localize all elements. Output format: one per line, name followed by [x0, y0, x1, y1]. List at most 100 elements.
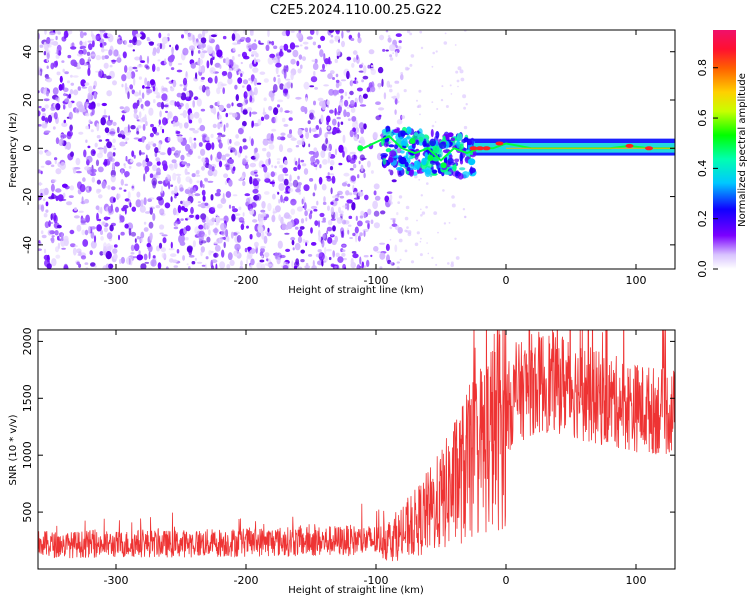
spectrogram-noise-cell	[225, 122, 229, 128]
spectrogram-noise-cell	[240, 223, 245, 230]
spectrogram-peak	[440, 162, 447, 169]
spectrogram-noise-cell	[133, 137, 140, 140]
spectrogram-noise-cell	[378, 107, 385, 111]
spectrogram-noise-cell	[124, 223, 129, 229]
spectrogram-signal-cell	[394, 144, 399, 150]
spectrogram-noise-cell	[74, 207, 77, 211]
spectrogram-noise-cell	[225, 164, 230, 171]
spectrogram-noise-cell	[275, 65, 279, 75]
spectrogram-noise-cell	[70, 46, 77, 50]
spectrogram-noise-cell	[341, 40, 345, 48]
spectrogram-noise-cell	[159, 43, 163, 50]
spectrogram-noise-cell	[367, 208, 372, 215]
spectrogram-noise-cell	[242, 109, 248, 115]
spectrogram-noise-cell	[404, 216, 409, 221]
spectrogram-noise-cell	[38, 195, 42, 201]
spectrogram-noise-cell	[167, 33, 170, 37]
spectrogram-noise-cell	[368, 82, 373, 88]
spectrogram-noise-cell	[196, 261, 203, 264]
spectrogram-noise-cell	[68, 195, 74, 199]
spectrogram-noise-cell	[129, 39, 133, 44]
spectrogram-noise-cell	[204, 177, 208, 182]
spectrogram-noise-cell	[303, 184, 310, 192]
spectrogram-noise-cell	[295, 226, 299, 230]
spectrogram-noise-cell	[140, 103, 144, 109]
spectrogram-noise-cell	[112, 121, 117, 126]
spectrogram-signal-cell	[416, 163, 420, 171]
spectrogram-noise-cell	[343, 109, 347, 118]
spectrogram-noise-cell	[359, 232, 363, 237]
spectrogram-x-tick-label: -200	[234, 274, 259, 287]
spectrogram-noise-cell	[379, 242, 386, 245]
spectrogram-noise-cell	[124, 206, 127, 215]
spectrogram-noise-cell	[220, 83, 227, 87]
spectrogram-noise-cell	[303, 81, 310, 90]
spectrogram-noise-cell	[249, 95, 253, 103]
spectrogram-noise-cell	[455, 256, 460, 260]
spectrogram-noise-cell	[53, 112, 58, 120]
spectrogram-noise-cell	[282, 265, 289, 269]
spectrogram-noise-cell	[75, 157, 81, 166]
spectrogram-noise-cell	[121, 207, 126, 212]
spectrogram-noise-cell	[332, 225, 336, 232]
spectrogram-noise-cell	[396, 92, 400, 100]
spectrogram-noise-cell	[289, 42, 296, 50]
spectrogram-noise-cell	[118, 234, 120, 241]
spectrogram-noise-cell	[219, 218, 225, 221]
spectrogram-signal-cell	[459, 152, 463, 162]
spectrogram-noise-cell	[336, 116, 341, 120]
spectrogram-noise-cell	[114, 161, 120, 167]
spectrogram-noise-cell	[212, 50, 216, 57]
spectrogram-noise-cell	[117, 193, 121, 199]
spectrogram-noise-cell	[392, 52, 395, 55]
spectrogram-noise-cell	[338, 162, 343, 166]
spectrogram-noise-cell	[378, 114, 382, 118]
spectrogram-noise-cell	[389, 201, 393, 205]
spectrogram-noise-cell	[40, 204, 45, 212]
spectrogram-noise-cell	[210, 57, 213, 66]
spectrogram-noise-cell	[251, 43, 258, 51]
spectrogram-noise-cell	[267, 141, 274, 144]
spectrogram-y-tick-label: -20	[21, 188, 34, 206]
spectrogram-noise-cell	[389, 54, 393, 58]
spectrogram-noise-cell	[357, 32, 361, 39]
spectrogram-noise-cell	[161, 252, 167, 259]
spectrogram-noise-cell	[350, 262, 356, 269]
spectrogram-noise-cell	[391, 223, 398, 227]
spectrogram-noise-cell	[228, 158, 234, 164]
spectrogram-noise-cell	[44, 30, 47, 35]
spectrogram-noise-cell	[199, 124, 206, 132]
spectrogram-noise-cell	[244, 193, 251, 197]
spectrogram-noise-cell	[460, 77, 465, 82]
spectrogram-noise-cell	[347, 229, 350, 235]
spectrogram-noise-cell	[342, 134, 346, 144]
spectrogram-noise-cell	[305, 131, 310, 140]
spectrogram-heatmap	[38, 30, 675, 269]
spectrogram-noise-cell	[267, 263, 273, 267]
spectrogram-noise-cell	[234, 141, 241, 146]
spectrogram-noise-cell	[176, 249, 180, 254]
spectrogram-noise-cell	[125, 141, 128, 144]
spectrogram-noise-cell	[147, 141, 151, 147]
spectrogram-noise-cell	[397, 227, 403, 234]
spectrogram-noise-cell	[327, 236, 333, 244]
spectrogram-noise-cell	[316, 133, 320, 138]
spectrogram-noise-cell	[176, 92, 182, 98]
spectrogram-noise-cell	[346, 56, 352, 61]
spectrogram-noise-cell	[218, 104, 225, 112]
spectrogram-noise-cell	[266, 258, 269, 262]
spectrogram-noise-cell	[454, 237, 457, 240]
spectrogram-noise-cell	[108, 49, 113, 56]
spectrogram-noise-cell	[77, 86, 82, 91]
spectrogram-noise-cell	[310, 227, 313, 234]
spectrogram-noise-cell	[162, 87, 168, 92]
spectrogram-signal-cell	[459, 167, 466, 171]
spectrogram-noise-cell	[193, 96, 199, 101]
spectrogram-noise-cell	[288, 117, 293, 121]
spectrogram-signal-cell	[387, 157, 394, 163]
spectrogram-noise-cell	[76, 224, 82, 232]
spectrogram-noise-cell	[249, 176, 253, 185]
spectrogram-signal-cell	[450, 137, 455, 142]
spectrogram-noise-cell	[283, 178, 289, 186]
spectrogram-noise-cell	[50, 106, 56, 111]
